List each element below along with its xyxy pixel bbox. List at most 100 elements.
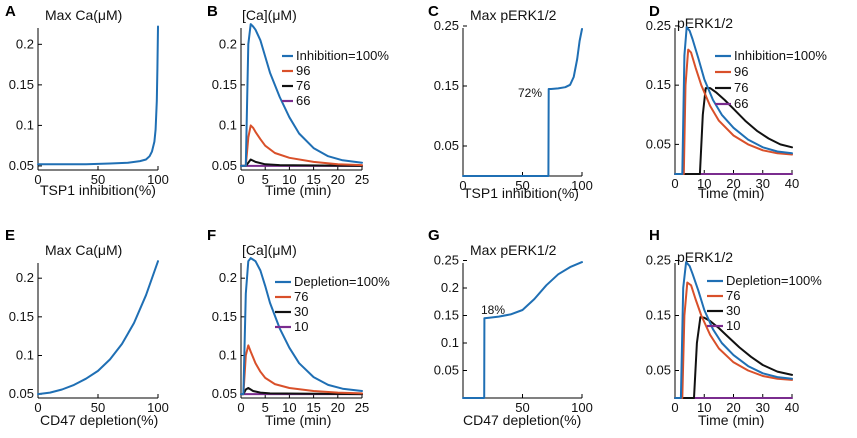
x-tick-label-c: 100 (571, 178, 593, 193)
y-tick-label-g: 0.2 (441, 280, 459, 295)
y-tick-label-b: 0.15 (212, 77, 237, 92)
legend-label-b-2: 76 (296, 78, 310, 93)
x-tick-label-c: 50 (515, 178, 529, 193)
y-tick-label-h: 0.05 (646, 363, 671, 378)
legend-label-d-1: 96 (734, 64, 748, 79)
x-tick-label-d: 30 (756, 176, 770, 191)
series-line-h-2 (674, 316, 793, 399)
y-tick-label-b: 0.1 (219, 117, 237, 132)
x-axis-label-f: Time (min) (265, 412, 331, 428)
y-tick-label-g: 0.25 (434, 253, 459, 268)
x-tick-label-h: 10 (697, 400, 711, 415)
x-axis-label-c: TSP1 inhibition(%) (463, 185, 579, 201)
panel-title-d: pERK1/2 (677, 15, 733, 31)
panel-title-c: Max pERK1/2 (470, 7, 557, 23)
panel-label-c: C (428, 3, 439, 20)
legend-label-f-0: Depletion=100% (294, 274, 390, 289)
y-tick-label-c: 0.25 (434, 18, 459, 33)
y-tick-label-h: 0.25 (646, 253, 671, 268)
x-tick-label-b: 10 (282, 172, 296, 187)
series-line-e (37, 260, 159, 396)
x-tick-label-a: 0 (34, 172, 41, 187)
legend-label-f-3: 10 (294, 319, 308, 334)
series-line-b-0 (240, 23, 363, 167)
legend-label-d-3: 66 (734, 96, 748, 111)
x-tick-label-e: 0 (34, 400, 41, 415)
y-tick-label-g: 0.05 (434, 363, 459, 378)
annotation-c: 72% (518, 86, 542, 100)
x-tick-label-h: 20 (726, 400, 740, 415)
x-tick-label-d: 10 (697, 176, 711, 191)
x-tick-label-d: 40 (785, 176, 799, 191)
legend-label-b-1: 96 (296, 63, 310, 78)
y-tick-label-a: 0.05 (9, 158, 34, 173)
series-line-g (462, 261, 583, 399)
panel-label-d: D (649, 3, 660, 20)
annotation-g: 18% (481, 303, 505, 317)
y-tick-label-h: 0.15 (646, 308, 671, 323)
x-tick-label-b: 5 (262, 172, 269, 187)
y-tick-label-g: 0.15 (434, 308, 459, 323)
panel-label-b: B (207, 3, 218, 20)
y-tick-label-g: 0.1 (441, 335, 459, 350)
y-tick-label-f: 0.1 (219, 347, 237, 362)
y-tick-label-e: 0.2 (16, 270, 34, 285)
y-tick-label-b: 0.2 (219, 36, 237, 51)
x-tick-label-a: 100 (147, 172, 169, 187)
x-tick-label-d: 0 (671, 176, 678, 191)
x-tick-label-f: 0 (237, 400, 244, 415)
panel-title-a: Max Ca(μM) (45, 7, 122, 23)
y-tick-label-e: 0.15 (9, 309, 34, 324)
x-axis-label-d: Time (min) (698, 185, 764, 201)
y-tick-label-f: 0.2 (219, 270, 237, 285)
legend-label-d-0: Inhibition=100% (734, 48, 827, 63)
x-tick-label-h: 30 (756, 400, 770, 415)
x-tick-label-h: 40 (785, 400, 799, 415)
legend-label-b-0: Inhibition=100% (296, 48, 389, 63)
y-tick-label-d: 0.15 (646, 77, 671, 92)
series-line-h-0 (674, 261, 793, 399)
x-tick-label-e: 100 (147, 400, 169, 415)
x-tick-label-g: 50 (515, 400, 529, 415)
x-tick-label-e: 50 (91, 400, 105, 415)
x-axis-label-a: TSP1 inhibition(%) (40, 182, 156, 198)
panel-label-f: F (207, 227, 216, 244)
y-tick-label-b: 0.05 (212, 158, 237, 173)
y-tick-label-a: 0.2 (16, 36, 34, 51)
y-tick-label-c: 0.15 (434, 78, 459, 93)
x-axis-label-h: Time (min) (698, 412, 764, 428)
y-tick-label-d: 0.25 (646, 18, 671, 33)
y-tick-label-c: 0.05 (434, 138, 459, 153)
series-line-d-2 (674, 87, 793, 175)
legend-label-h-3: 10 (726, 318, 740, 333)
panel-label-a: A (5, 3, 16, 20)
series-line-f-1 (240, 344, 363, 396)
series-line-c (462, 28, 583, 177)
x-tick-label-f: 10 (282, 400, 296, 415)
series-line-f-0 (240, 257, 363, 396)
legend-label-d-2: 76 (734, 80, 748, 95)
y-tick-label-a: 0.1 (16, 117, 34, 132)
legend-label-h-1: 76 (726, 288, 740, 303)
legend-label-b-3: 66 (296, 93, 310, 108)
x-tick-label-f: 20 (331, 400, 345, 415)
x-tick-label-a: 50 (91, 172, 105, 187)
x-tick-label-d: 20 (726, 176, 740, 191)
series-line-d-1 (674, 48, 793, 175)
legend-label-f-1: 76 (294, 289, 308, 304)
panel-title-h: pERK1/2 (677, 249, 733, 265)
panel-label-g: G (428, 227, 440, 244)
x-tick-label-g: 100 (571, 400, 593, 415)
y-tick-label-e: 0.05 (9, 386, 34, 401)
x-tick-label-c: 0 (459, 178, 466, 193)
x-tick-label-b: 20 (331, 172, 345, 187)
series-line-b-1 (240, 124, 363, 167)
series-line-d-0 (674, 26, 793, 175)
x-axis-label-e: CD47 depletion(%) (40, 412, 158, 428)
x-tick-label-f: 15 (306, 400, 320, 415)
y-tick-label-d: 0.05 (646, 136, 671, 151)
panel-label-h: H (649, 227, 660, 244)
panel-title-g: Max pERK1/2 (470, 242, 557, 258)
x-tick-label-b: 0 (237, 172, 244, 187)
